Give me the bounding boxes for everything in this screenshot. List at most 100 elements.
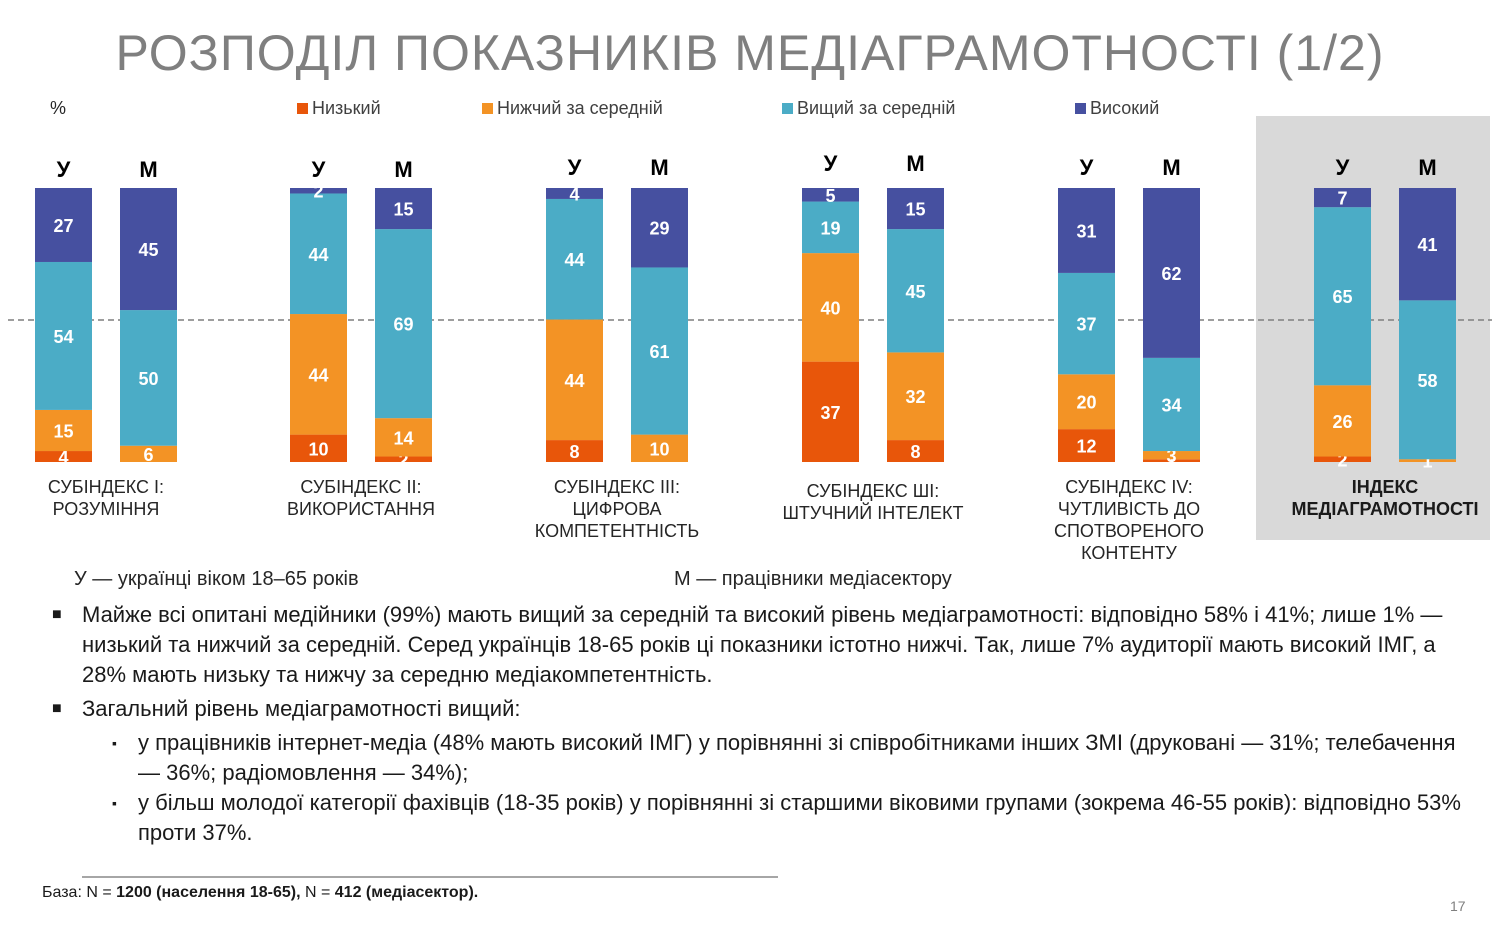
bar-segment-high — [802, 188, 859, 202]
bar-value-label: 62 — [1161, 264, 1181, 284]
bar-segment-low — [1058, 429, 1115, 462]
definition-u: У — українці віком 18–65 років — [74, 568, 359, 590]
findings-list: ■ Майже всі опитані медійники (99%) мают… — [52, 600, 1472, 848]
bar-segment-high — [887, 188, 944, 230]
bar-segment-above — [1399, 300, 1456, 460]
bar-segment-below — [546, 319, 603, 441]
bar-value-label: 34 — [1161, 395, 1181, 415]
bar-value-label: 58 — [1417, 371, 1437, 391]
bar-value-label: 2 — [398, 450, 408, 470]
bar-segment-below — [631, 434, 688, 462]
sub-bullet-text: у працівників інтернет-медіа (48% мають … — [138, 730, 1456, 785]
small-square-bullet-icon: ▪ — [112, 735, 117, 751]
base-n2: 412 (медіасектор). — [334, 884, 479, 901]
bar-value-label: 40 — [820, 298, 840, 318]
bar-segment-high — [546, 188, 603, 199]
group-label-line: СУБІНДЕКС ІІІ: — [553, 477, 681, 497]
bar-segment-above — [802, 201, 859, 254]
bar-segment-above — [35, 261, 92, 410]
bar-segment-low — [1143, 459, 1200, 462]
bar-value-label: 44 — [308, 245, 328, 265]
bar-value-label: 14 — [393, 428, 413, 448]
group-label-line: РОЗУМІННЯ — [52, 499, 160, 519]
page-number: 17 — [1450, 898, 1466, 914]
bar-value-label: 1 — [1166, 452, 1176, 472]
group-label: СУБІНДЕКС ІІІ: ЦИФРОВА КОМПЕТЕНТНІСТЬ — [517, 476, 717, 542]
bar-value-label: 65 — [1332, 287, 1352, 307]
bar-value-label: 15 — [393, 200, 413, 220]
bar-segment-high — [1399, 188, 1456, 301]
bar-segment-above — [1058, 272, 1115, 375]
bar-segment-low — [802, 361, 859, 462]
bars-layer: 4155427У65045М1044442У2146915М844444У106… — [35, 151, 1456, 472]
bar-value-label: 61 — [649, 342, 669, 362]
bar-category-label: М — [139, 157, 157, 182]
bar-value-label: 10 — [649, 439, 669, 459]
base-n1: 1200 (населення 18-65), — [116, 884, 301, 901]
bar-segment-low — [375, 456, 432, 462]
group-label-line: ВИКОРИСТАННЯ — [287, 499, 435, 519]
bar-value-label: 15 — [905, 200, 925, 220]
percent-unit-label: % — [50, 98, 67, 118]
legend-item-high: Високий — [1075, 98, 1159, 119]
bar-segment-low — [546, 440, 603, 462]
bar-value-label: 15 — [53, 421, 73, 441]
bar-category-label: М — [906, 151, 924, 176]
group-label-line: ІНДЕКС — [1351, 477, 1419, 497]
bar-segment-below — [802, 253, 859, 362]
bullet-text: Загальний рівень медіаграмотності вищий: — [82, 696, 521, 721]
group-label: СУБІНДЕКС ІV: ЧУТЛИВІСТЬ ДО СПОТВОРЕНОГО КО… — [1029, 476, 1229, 564]
bar-segment-low — [290, 434, 347, 462]
bar-segment-high — [35, 188, 92, 262]
group-label-line: СУБІНДЕКС І: — [47, 477, 165, 497]
group-label: ІНДЕКС МЕДІАГРАМОТНОСТІ — [1285, 476, 1485, 520]
footnote-divider — [82, 876, 778, 878]
group-label-line: СПОТВОРЕНОГО — [1053, 521, 1205, 541]
definition-m: М — працівники медіасектору — [674, 568, 952, 590]
sample-base-note: База: N = 1200 (населення 18-65), N = 41… — [42, 884, 478, 902]
bar-segment-low — [35, 451, 92, 462]
bar-segment-above — [290, 193, 347, 315]
bar-segment-above — [1143, 357, 1200, 452]
bar-segment-below — [1314, 385, 1371, 457]
bar-segment-above — [120, 310, 177, 446]
bar-segment-below — [1058, 374, 1115, 430]
bar-value-label: 2 — [1337, 450, 1347, 470]
group-label-line: ЧУТЛИВІСТЬ ДО — [1057, 499, 1201, 519]
square-bullet-icon: ■ — [52, 606, 62, 623]
bar-value-label: 10 — [308, 439, 328, 459]
legend-swatch-below — [482, 103, 493, 114]
group-label: СУБІНДЕКС ШІ: ШТУЧНИЙ ІНТЕЛЕКТ — [773, 480, 973, 524]
bar-value-label: 4 — [569, 184, 579, 204]
bar-segment-high — [290, 188, 347, 194]
legend-label-high: Високий — [1090, 98, 1160, 118]
legend-swatch-low — [297, 103, 308, 114]
group-label-line: ШТУЧНИЙ ІНТЕЛЕКТ — [782, 503, 964, 523]
bar-category-label: М — [1418, 155, 1436, 180]
legend-swatch-high — [1075, 103, 1086, 114]
bar-value-label: 45 — [138, 240, 158, 260]
bar-value-label: 8 — [569, 442, 579, 462]
bar-segment-below — [887, 352, 944, 441]
base-prefix: База: N = — [42, 884, 117, 901]
bar-value-label: 44 — [564, 250, 584, 270]
group-label: СУБІНДЕКС І: РОЗУМІННЯ — [6, 476, 206, 520]
bar-segment-below — [290, 314, 347, 435]
bar-segment-high — [375, 188, 432, 230]
page-title: РОЗПОДІЛ ПОКАЗНИКІВ МЕДІАГРАМОТНОСТІ (1/… — [115, 25, 1385, 81]
bar-category-label: М — [1162, 155, 1180, 180]
bar-segment-high — [1143, 188, 1200, 358]
bar-value-label: 45 — [905, 282, 925, 302]
bar-category-label: У — [824, 151, 838, 176]
bar-segment-low — [1314, 456, 1371, 462]
bar-value-label: 69 — [393, 315, 413, 335]
legend-label-above: Вищий за середній — [797, 98, 956, 118]
bar-value-label: 12 — [1076, 437, 1096, 457]
bar-value-label: 44 — [308, 365, 328, 385]
bar-category-label: У — [568, 155, 582, 180]
group-label-line: СУБІНДЕКС ІІ: — [300, 477, 422, 497]
legend-item-below: Нижчий за середній — [482, 98, 663, 119]
legend-item-low: Низький — [297, 98, 381, 119]
bar-value-label: 20 — [1076, 393, 1096, 413]
bar-segment-below — [1399, 459, 1456, 462]
